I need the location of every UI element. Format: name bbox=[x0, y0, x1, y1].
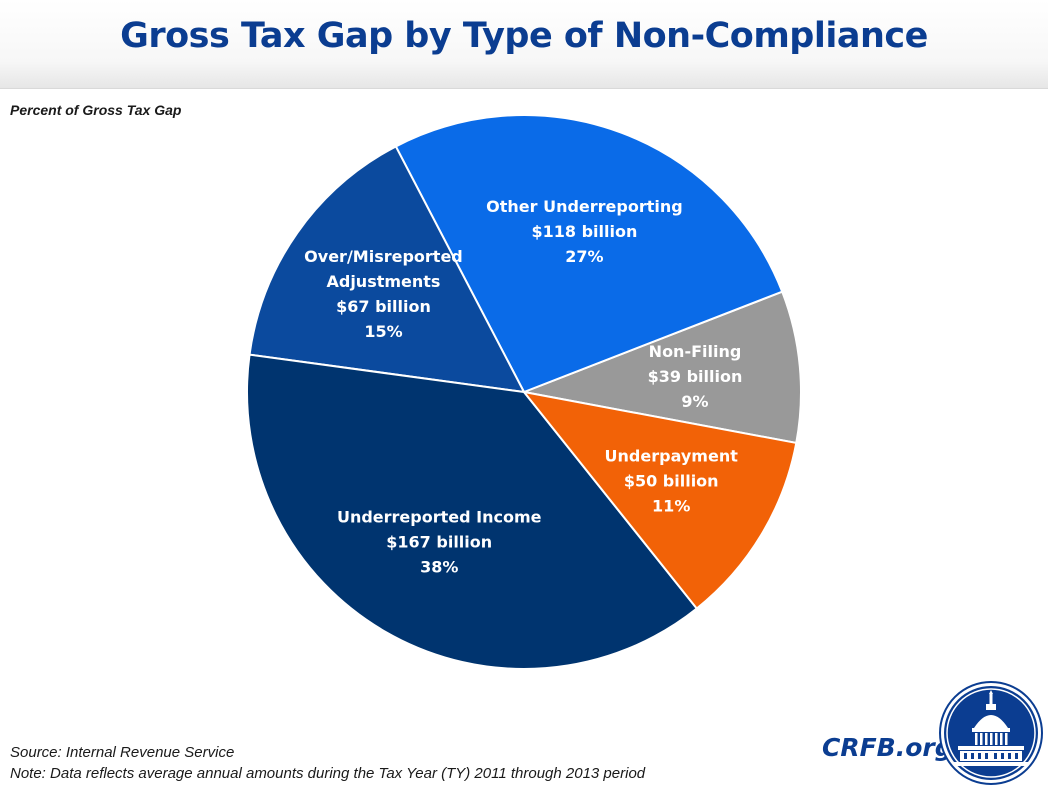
slice-label-percent: 38% bbox=[420, 557, 458, 576]
source-note: Source: Internal Revenue Service bbox=[10, 744, 235, 761]
slice-label-name: Over/Misreported bbox=[304, 247, 463, 266]
slice-label-name: Underpayment bbox=[605, 446, 739, 465]
slice-label-percent: 11% bbox=[652, 496, 690, 515]
data-note: Note: Data reflects average annual amoun… bbox=[10, 765, 646, 782]
slice-label-amount: $167 billion bbox=[386, 532, 492, 551]
header-bar: Gross Tax Gap by Type of Non-Compliance bbox=[0, 0, 1048, 89]
chart-title: Gross Tax Gap by Type of Non-Compliance bbox=[120, 16, 928, 56]
slice-label-name: Other Underreporting bbox=[486, 197, 683, 216]
slice-label-percent: 27% bbox=[565, 247, 603, 266]
chart-subtitle: Percent of Gross Tax Gap bbox=[10, 102, 182, 118]
slice-label-amount: $39 billion bbox=[648, 367, 743, 386]
pie-slice-underreported-income bbox=[246, 353, 699, 670]
slice-label-name: Underreported Income bbox=[337, 507, 542, 526]
slice-label-name: Non-Filing bbox=[649, 342, 742, 361]
capitol-logo-icon bbox=[939, 681, 1043, 785]
pie-slice-other-underreporting bbox=[394, 114, 784, 394]
slice-label-name: Adjustments bbox=[326, 272, 440, 291]
slice-label-amount: $67 billion bbox=[336, 297, 431, 316]
slice-label-amount: $50 billion bbox=[624, 471, 719, 490]
pie-slice-over-misreported-adjustments bbox=[248, 145, 526, 394]
slice-label-amount: $118 billion bbox=[531, 222, 637, 241]
slice-label-percent: 9% bbox=[681, 392, 708, 411]
pie-slice-non-filing bbox=[520, 290, 802, 445]
brand-link[interactable]: CRFB.org bbox=[822, 733, 953, 762]
pie-slice-underpayment bbox=[521, 390, 798, 610]
slice-label-percent: 15% bbox=[364, 322, 402, 341]
